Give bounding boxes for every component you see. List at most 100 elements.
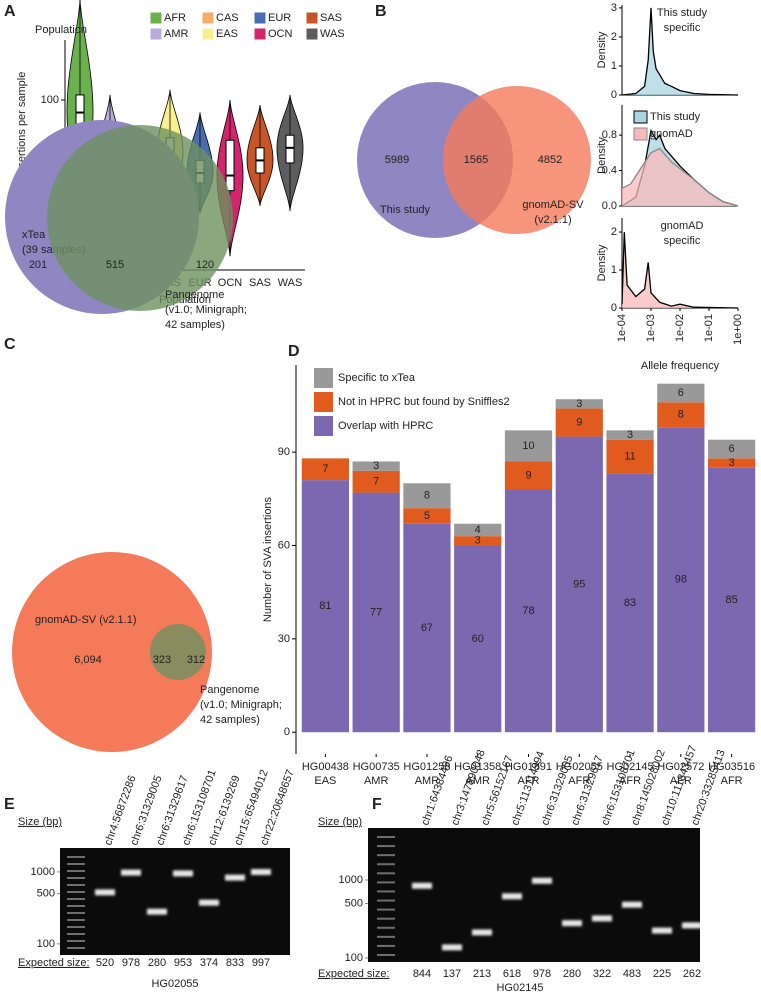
band-glow xyxy=(147,908,167,915)
x-group-label: EAS xyxy=(314,775,336,787)
ladder-band xyxy=(377,899,395,902)
band-glow xyxy=(592,915,612,922)
legend-swatch xyxy=(305,11,319,25)
box xyxy=(225,139,235,192)
bar-segment xyxy=(606,439,654,474)
ladder-band xyxy=(67,856,85,858)
venn-label: gnomAD-SV xyxy=(522,199,584,211)
y-axis-title: Density xyxy=(596,31,608,68)
ladder-band xyxy=(377,954,395,956)
bar-segment xyxy=(454,523,502,537)
bar-segment xyxy=(707,458,756,468)
venn-count: 312 xyxy=(187,654,205,666)
ladder-band xyxy=(377,944,395,947)
ladder-band xyxy=(67,863,85,865)
venn-set xyxy=(443,86,591,234)
value-label: 6 xyxy=(729,443,735,455)
value-label: 5 xyxy=(424,510,430,522)
y-tick-label: 0 xyxy=(611,89,617,101)
legend-label: OCN xyxy=(268,28,293,40)
gel xyxy=(368,828,700,962)
density-area xyxy=(622,148,738,206)
venn-count: 120 xyxy=(196,259,214,271)
y-tick-label: 0.8 xyxy=(602,129,617,141)
y-tick-label: 500 xyxy=(37,887,55,899)
y-tick-label: 0.0 xyxy=(602,200,617,212)
value-label: 98 xyxy=(675,574,687,586)
gel xyxy=(60,848,290,955)
bar-segment xyxy=(555,436,603,733)
legend-label: gnomAD xyxy=(650,128,693,140)
y-tick-label: 1000 xyxy=(339,874,363,886)
bar-segment xyxy=(504,461,553,490)
panel-letter: B xyxy=(375,3,387,20)
expected-size: 618 xyxy=(503,968,521,980)
bar-segment xyxy=(504,430,553,462)
gel-title: HG02055 xyxy=(151,978,198,990)
expected-size: 833 xyxy=(226,957,244,969)
band-glow xyxy=(682,922,702,929)
size-label: Size (bp) xyxy=(18,816,62,828)
bar-segment xyxy=(301,480,350,733)
x-group-label: AFR xyxy=(619,775,641,787)
ladder-band xyxy=(377,881,395,884)
y-tick-label: 1000 xyxy=(31,866,55,878)
value-label: 7 xyxy=(322,463,328,475)
bar-segment xyxy=(403,523,451,733)
panel-letter: A xyxy=(4,3,16,20)
x-tick-label: 1e-01 xyxy=(703,314,715,342)
legend-swatch xyxy=(149,27,163,41)
y-tick-label: 2 xyxy=(611,226,617,238)
venn-count: 201 xyxy=(29,259,47,271)
y-tick-label: 500 xyxy=(345,897,363,909)
value-label: 4 xyxy=(475,524,481,536)
y-axis-title: Density xyxy=(596,244,608,281)
legend-swatch xyxy=(633,127,648,141)
y-tick-label: 0 xyxy=(611,302,617,314)
bar-segment xyxy=(352,470,400,493)
expected-size: 262 xyxy=(683,968,701,980)
bar-segment xyxy=(454,536,502,546)
legend-label: AMR xyxy=(164,28,189,40)
panel-letter: F xyxy=(372,796,382,813)
legend-swatch xyxy=(305,27,319,41)
value-label: 85 xyxy=(725,594,737,606)
legend-label: Specific to xTea xyxy=(338,372,416,384)
value-label: 9 xyxy=(525,469,531,481)
ladder-band xyxy=(377,917,395,920)
x-group-label: AFR xyxy=(518,775,540,787)
value-label: 8 xyxy=(424,490,430,502)
venn-label: (v1.0; Minigraph; xyxy=(200,699,282,711)
bar-segment xyxy=(504,489,553,733)
y-tick-label: 100 xyxy=(41,94,59,106)
x-tick-label: HG02055 xyxy=(556,761,603,773)
ladder-band xyxy=(67,912,85,914)
density-line xyxy=(621,232,739,309)
legend-label: Not in HPRC but found by Sniffles2 xyxy=(338,396,510,408)
panel-letter: D xyxy=(288,343,300,360)
expected-size: 520 xyxy=(96,957,114,969)
venn-count: 6,094 xyxy=(74,654,102,666)
legend-swatch xyxy=(253,27,267,41)
y-tick-label: 30 xyxy=(278,633,290,645)
y-tick-label: 60 xyxy=(278,539,290,551)
bar-segment xyxy=(657,402,705,428)
ladder-band xyxy=(67,898,85,900)
annotation: gnomAD xyxy=(661,220,704,232)
expected-label: Expected size: xyxy=(318,968,390,980)
x-tick-label: HG01258 xyxy=(403,761,450,773)
venn-label: Pangenome xyxy=(165,289,224,301)
bar-segment xyxy=(707,467,756,733)
ladder-band xyxy=(377,872,395,875)
band-glow xyxy=(502,893,522,900)
legend-label: AFR xyxy=(164,12,186,24)
value-label: 3 xyxy=(627,429,633,441)
y-axis-title: Number of SVA insertions xyxy=(262,496,274,622)
x-tick-label: HG02572 xyxy=(657,761,704,773)
ladder-band xyxy=(67,940,85,942)
expected-size: 137 xyxy=(443,968,461,980)
legend-label: Overlap with HPRC xyxy=(338,420,433,432)
expected-size: 225 xyxy=(653,968,671,980)
expected-size: 280 xyxy=(148,957,166,969)
